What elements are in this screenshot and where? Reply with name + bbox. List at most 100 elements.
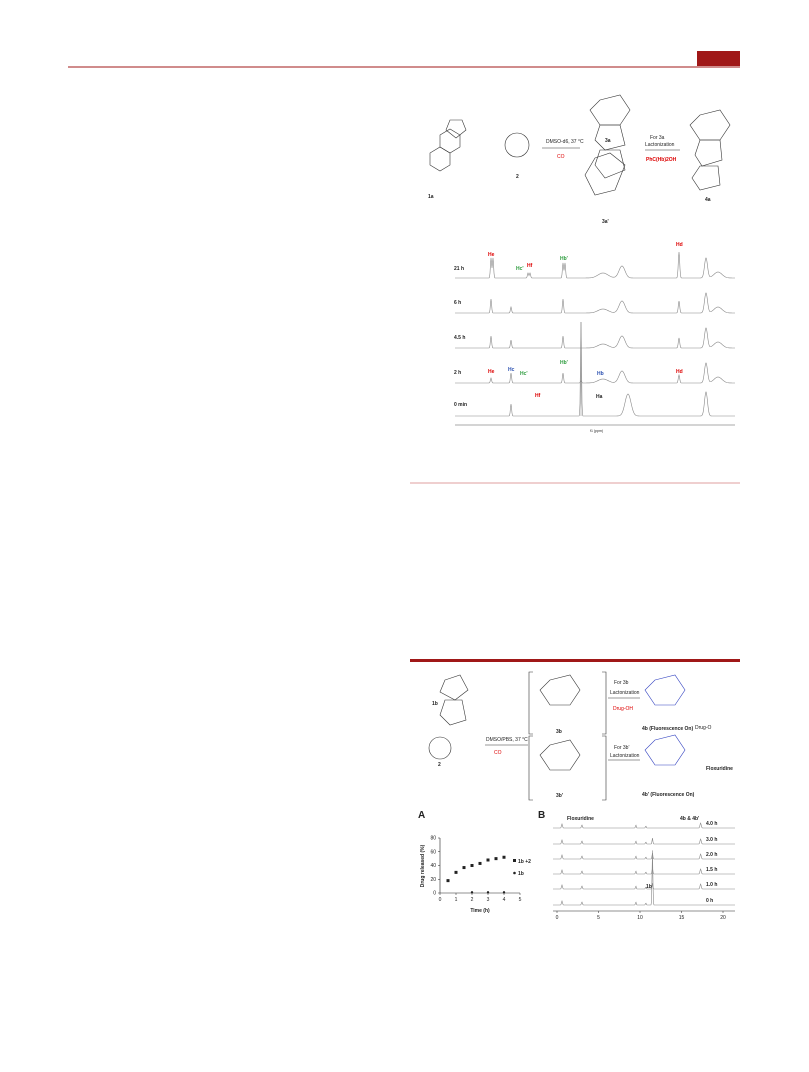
condition: For 3b' xyxy=(614,745,629,751)
peak-label: Hc xyxy=(508,367,515,373)
x-tick-label: 3 xyxy=(487,897,490,903)
y-tick-label: 0 xyxy=(433,891,436,897)
rule xyxy=(410,659,740,662)
axis-label: Drug released (%) xyxy=(420,844,426,887)
x-tick-label: 4 xyxy=(503,897,506,903)
peak-label: Hb' xyxy=(560,256,568,262)
spectrum-trace xyxy=(455,362,735,384)
byproduct: CO xyxy=(557,154,565,160)
label: 4b (Fluorescence On) xyxy=(642,726,693,732)
data-point xyxy=(462,866,466,870)
scheme-2: 1b 2 3b 3b' 4b (Fluorescence On) 4b' (Fl… xyxy=(428,671,733,801)
spectrum-trace xyxy=(455,292,735,314)
x-tick-label: 2 xyxy=(471,897,474,903)
label: 4a xyxy=(705,197,711,203)
spectrum-trace xyxy=(455,321,735,417)
condition: DMSO-d6, 37 °C xyxy=(546,139,584,145)
spectrum-trace xyxy=(553,867,735,875)
spectrum-trace xyxy=(553,837,735,845)
header-block xyxy=(697,51,740,66)
condition: Lactonization xyxy=(610,753,640,759)
spectrum-trace xyxy=(455,327,735,349)
data-point xyxy=(446,879,450,883)
trace-label: 2.0 h xyxy=(706,852,717,858)
condition: For 3a xyxy=(650,135,665,141)
panel-label: B xyxy=(538,810,545,821)
condition: DMSO/PBS, 37 °C xyxy=(486,737,528,743)
label: 3a' xyxy=(602,219,609,225)
x-tick-label: 0 xyxy=(556,915,559,921)
peak-label: Ha xyxy=(596,394,603,400)
y-tick-label: 60 xyxy=(430,849,436,855)
y-tick-label: 80 xyxy=(430,836,436,842)
peak-label: Hd xyxy=(676,242,683,248)
byproduct: CO xyxy=(494,750,502,756)
peak-label: Hf xyxy=(527,263,533,269)
trace-label: 21 h xyxy=(454,266,464,272)
label: Drug-O xyxy=(695,725,712,731)
trace-label: 0 h xyxy=(706,898,713,904)
data-point xyxy=(470,891,474,894)
label: 4b' (Fluorescence On) xyxy=(642,792,695,798)
label: 1b xyxy=(432,701,438,707)
spectrum-trace xyxy=(553,850,735,906)
panel-b: B Floxuridine 4b & 4b' 1b 0 5 10 15 20 4.0 h 3… xyxy=(538,810,735,921)
y-tick-label: 40 xyxy=(430,863,436,869)
condition: For 3b xyxy=(614,680,629,686)
peak-label: 4b & 4b' xyxy=(680,816,699,822)
x-tick-label: 5 xyxy=(597,915,600,921)
condition: Lactonization xyxy=(610,690,640,696)
spectrum-trace xyxy=(553,822,735,829)
peak-label: Hc' xyxy=(516,266,524,272)
peak-label: He xyxy=(488,252,495,258)
peak-label: Floxuridine xyxy=(567,816,594,822)
data-point xyxy=(502,891,506,894)
label: 3b' xyxy=(556,793,563,799)
label: 3a xyxy=(605,138,611,144)
release: Drug-OH xyxy=(613,706,633,712)
peak-label: He xyxy=(488,369,495,375)
nmr-figure: 21 h 6 h 4.5 h 2 h 0 min He Hc' Hf Hb' H… xyxy=(454,242,735,433)
trace-label: 1.0 h xyxy=(706,882,717,888)
legend-swatch xyxy=(513,871,516,875)
trace-label: 3.0 h xyxy=(706,837,717,843)
data-point xyxy=(502,855,506,859)
legend-entry: 1b xyxy=(518,871,524,877)
x-tick-label: 20 xyxy=(720,915,726,921)
legend-swatch xyxy=(513,859,516,862)
axis-label: f1 (ppm) xyxy=(590,429,603,433)
x-tick-label: 15 xyxy=(679,915,685,921)
scheme-1: 1a 2 3a 3a' 4a DMSO-d6, 37 °C CO For 3a … xyxy=(428,94,731,225)
trace-label: 6 h xyxy=(454,300,461,306)
trace-label: 2 h xyxy=(454,370,461,376)
x-tick-label: 0 xyxy=(439,897,442,903)
data-point xyxy=(494,857,498,861)
release: PhC(Hb)2OH xyxy=(646,157,677,163)
x-tick-label: 1 xyxy=(455,897,458,903)
label: 1a xyxy=(428,194,434,200)
y-tick-label: 20 xyxy=(430,877,436,883)
axis-label: Time (h) xyxy=(470,908,490,914)
data-point xyxy=(470,864,474,867)
peak-label: 1b xyxy=(646,884,652,890)
label: 2 xyxy=(438,762,441,768)
data-point xyxy=(486,858,490,862)
legend-entry: 1b +2 xyxy=(518,859,531,865)
peak-label: Hc' xyxy=(520,371,528,377)
condition: Lactonization xyxy=(645,142,675,148)
x-tick-label: 5 xyxy=(519,897,522,903)
peak-label: Hf xyxy=(535,393,541,399)
x-tick-label: 10 xyxy=(637,915,643,921)
data-point xyxy=(478,861,482,865)
panel-a: A Drug released (%) Time (h) 1b +2 1b 0 1… xyxy=(418,810,531,914)
trace-label: 0 min xyxy=(454,402,467,408)
label: Floxuridine xyxy=(706,766,733,772)
data-point xyxy=(454,870,458,874)
data-point xyxy=(486,891,490,894)
trace-label: 4.5 h xyxy=(454,335,465,341)
trace-label: 1.5 h xyxy=(706,867,717,873)
peak-label: Hb xyxy=(597,371,604,377)
peak-label: Hd xyxy=(676,369,683,375)
peak-label: Hb' xyxy=(560,360,568,366)
